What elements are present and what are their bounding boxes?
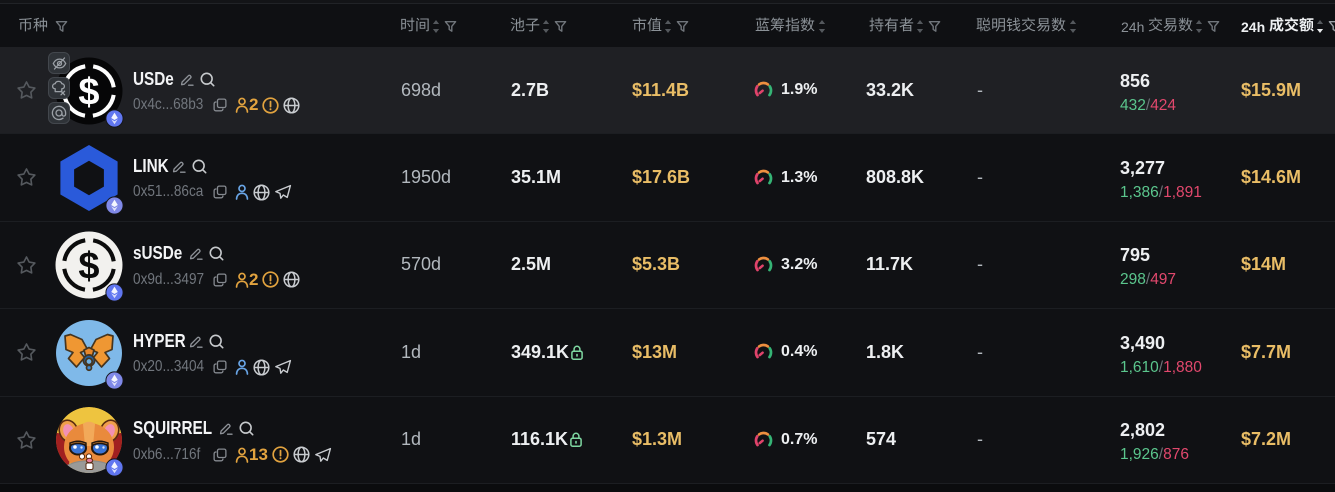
svg-text:$: $ bbox=[78, 71, 99, 113]
svg-text:$: $ bbox=[78, 246, 99, 288]
